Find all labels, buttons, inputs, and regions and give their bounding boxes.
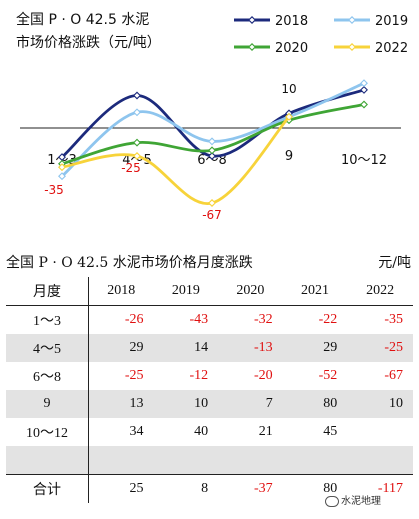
table-cell	[218, 446, 283, 475]
total-row: 合计 25 8 -37 80 -117	[6, 474, 413, 503]
watermark: 水泥地理	[325, 492, 381, 507]
table-cell: -13	[218, 334, 283, 362]
table-cell: 8	[153, 474, 219, 503]
table-cell: -26	[124, 312, 144, 327]
table-row: 1～3 -26 -43 -32 -22 -35	[6, 305, 413, 334]
table-header-row: 月度 2018 2019 2020 2021 2022	[6, 277, 413, 306]
data-point-2019	[208, 137, 216, 146]
data-point-2020	[208, 146, 216, 155]
column-header: 2020	[218, 277, 283, 306]
row-label	[6, 446, 89, 475]
legend-marker-2018	[248, 16, 256, 24]
wechat-icon	[325, 495, 339, 507]
row-label: 1～3	[6, 305, 89, 334]
table-cell: -43	[189, 312, 209, 327]
data-point-2020	[133, 138, 141, 147]
table-cell: -22	[318, 312, 338, 327]
x-tick-label: 9	[285, 149, 293, 164]
data-point-2018	[133, 91, 141, 100]
table-cell: -67	[384, 368, 403, 383]
watermark-text: 水泥地理	[341, 496, 381, 507]
table-cell: -25	[347, 334, 413, 362]
row-label: 合计	[6, 474, 89, 503]
table-cell: 14	[153, 334, 219, 362]
table-cell: 7	[218, 390, 283, 418]
data-point-2018	[360, 85, 368, 94]
legend-label: 2020	[275, 41, 308, 56]
table-cell: 45	[323, 424, 338, 439]
column-header: 2019	[153, 277, 219, 306]
data-point-2019	[133, 108, 141, 117]
table-cell: -12	[189, 368, 209, 383]
monthly-change-table: 月度 2018 2019 2020 2021 2022 1～3 -26 -43 -32…	[6, 277, 413, 503]
table-cell	[88, 446, 154, 475]
chart-legend: 2018 2019 2020 2022	[234, 14, 408, 56]
data-label: 10	[281, 82, 296, 96]
table-row: 10～12 34 40 21 45	[6, 418, 413, 446]
row-label: 9	[6, 390, 89, 418]
table-title: 全国 P · O 42.5 水泥市场价格月度涨跌	[6, 255, 253, 271]
table-cell: 29	[282, 334, 348, 362]
data-point-2022	[208, 199, 216, 207]
table-cell: 10	[347, 390, 413, 418]
data-point-2022	[58, 163, 66, 172]
table-cell: 40	[194, 424, 209, 439]
table-cell: 25	[88, 474, 154, 503]
table-cell: -52	[318, 368, 338, 383]
row-label: 4～5	[6, 334, 89, 362]
x-tick-label: 4～5	[122, 153, 152, 168]
chart-title-line-2: 市场价格涨跌（元/吨）	[16, 34, 161, 51]
row-label: 6～8	[6, 362, 89, 390]
data-point-2018	[208, 152, 216, 160]
price-change-chart: 全国 P · O 42.5 水泥 市场价格涨跌（元/吨） 2018 2019 202…	[16, 11, 408, 222]
legend-marker-2019	[348, 16, 356, 24]
table-cell: -117	[347, 474, 413, 503]
series-line-2022	[60, 115, 291, 205]
legend-marker-2020	[248, 43, 256, 51]
table-cell: 34	[129, 424, 144, 439]
data-label: -25	[121, 161, 141, 175]
data-point-2022	[285, 112, 293, 121]
data-labels: -35 -25 -67 10	[44, 82, 296, 222]
legend-label: 2019	[375, 14, 408, 29]
table-unit: 元/吨	[378, 255, 411, 271]
table-row: 6～8 -25 -12 -20 -52 -67	[6, 362, 413, 390]
table-cell: -20	[254, 368, 273, 383]
column-header: 2021	[282, 277, 348, 306]
table-cell	[153, 446, 219, 475]
legend-label: 2022	[375, 41, 408, 56]
data-point-2019	[360, 79, 368, 88]
table-cell	[282, 446, 348, 475]
table-cell: 21	[258, 424, 273, 439]
table-row: 9 13 10 7 80 10	[6, 390, 413, 418]
row-label: 10～12	[6, 418, 89, 446]
legend-marker-2022	[348, 43, 356, 51]
table-row: 4～5 29 14 -13 29 -25	[6, 334, 413, 362]
data-point-2019	[58, 172, 66, 181]
column-header: 2018	[88, 277, 154, 306]
table-cell: 29	[88, 334, 154, 362]
table-row	[6, 446, 413, 475]
table-cell: 10	[153, 390, 219, 418]
column-header: 2022	[347, 277, 413, 306]
x-tick-label: 10～12	[341, 153, 387, 168]
table-cell: -25	[124, 368, 144, 383]
table-cell: 13	[88, 390, 154, 418]
table-cell: -37	[218, 474, 283, 503]
table-cell: -32	[254, 312, 273, 327]
table-cell	[347, 446, 413, 475]
data-label: -35	[44, 183, 64, 197]
table-cell: 80	[282, 390, 348, 418]
legend-label: 2018	[275, 14, 308, 29]
table-cell: -35	[384, 312, 403, 327]
data-point-2022	[133, 152, 141, 160]
data-label: -67	[202, 208, 222, 222]
series-lines	[58, 79, 368, 207]
column-header: 月度	[6, 277, 89, 306]
data-point-2020	[360, 100, 368, 109]
series-line-2018	[60, 88, 366, 159]
table-cell	[347, 418, 413, 446]
table-cell: 80	[282, 474, 348, 503]
chart-title-line-1: 全国 P · O 42.5 水泥	[16, 11, 149, 28]
